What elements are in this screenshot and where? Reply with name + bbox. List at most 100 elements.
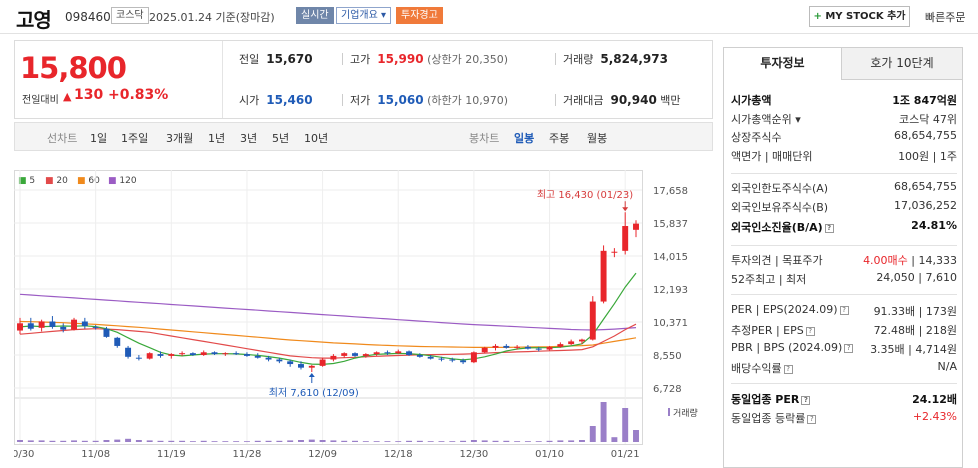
volume-label: 거래량 [673,407,698,419]
volume-bar [276,440,283,442]
candle-body [611,251,618,253]
help-icon[interactable]: ? [783,365,793,374]
stock-header: 고영 098460 코스닥 2025.01.24 기준(장마감) 실시간 기업개… [0,0,978,34]
realtime-button[interactable]: 실시간 [296,7,334,24]
volume-bar [265,440,272,442]
candle-body [189,353,196,355]
info-row: 상장주식수 68,654,755 [731,129,957,147]
legend-ma20-label: 20 [56,176,68,186]
candle-body [27,323,34,329]
candle-body [352,353,358,356]
period-1y[interactable]: 1년 [208,132,226,145]
moving-average-ma20 [19,323,637,359]
candle-body [362,354,369,356]
low-price: 저가 15,060 (하한가 10,970) [350,92,508,108]
candle-body [460,360,467,363]
volume-bar [243,441,250,442]
daily-candle-chart[interactable]: 17,658 15,837 14,015 12,193 10,371 8,550 6,728… [14,170,713,468]
period-1w[interactable]: 1주일 [121,132,149,145]
line-chart-label: 선차트 [47,132,78,145]
candle-body [557,344,564,347]
candle-daily[interactable]: 일봉 [514,132,535,145]
chart-frame [14,170,643,445]
help-icon[interactable]: ? [807,415,817,424]
x-tick-label: 11/28 [233,449,262,460]
volume-bar [470,440,477,442]
period-1d[interactable]: 1일 [90,132,108,145]
volume-bar [557,440,564,442]
trade-amount: 거래대금 90,940 백만 [563,92,681,108]
open-value: 15,460 [266,93,313,107]
info-row-value: 17,036,252 [894,199,957,212]
legend-ma5: ■ 5 [18,176,36,186]
chart-period-bar: 선차트 1일 1주일 3개월 1년 3년 5년 10년 봉차트 일봉 주봉 월봉 [14,122,713,151]
help-icon[interactable]: ? [805,327,815,336]
info-row-value: 코스닥 47위 [899,113,957,126]
info-row-value: 68,654,755 [894,180,957,193]
help-icon[interactable]: ? [824,224,834,233]
low-value: 15,060 [377,93,424,107]
help-icon[interactable]: ? [801,396,811,405]
tab-investment-info[interactable]: 투자정보 [723,47,842,80]
info-row-label: 액면가 | 매매단위 [731,150,813,163]
volume-bar [492,440,499,442]
volume-bar [49,440,56,442]
investment-info-panel: 투자정보 호가 10단계 시가총액 1조 847억원 시가총액순위 ▾ 코스닥 47위… [723,47,963,468]
volume-bar [352,440,358,442]
candle-body [568,341,575,345]
info-row-label: 52주최고 | 최저 [731,273,807,286]
candle-body [470,352,477,363]
info-row-label: PBR | BPS (2024.09)? [731,341,854,354]
info-row-label: 동일업종 PER? [731,391,811,407]
help-icon[interactable]: ? [839,306,849,315]
candle-body [427,356,434,359]
volume-bar [71,440,78,442]
candle-body [265,357,272,360]
y-tick-label: 17,658 [653,186,688,197]
volume-bar [125,438,132,442]
info-row-label: 투자의견 | 목표주가 [731,254,823,267]
candle-body [146,353,153,359]
x-tick-label: 12/30 [459,449,488,460]
info-row: 추정PER | EPS? 72.48배 | 218원 [731,322,957,340]
candle-body [211,352,218,355]
candle-body [49,321,56,327]
volume-bar [384,441,391,442]
info-row: 시가총액 1조 847억원 [731,92,957,110]
y-tick-label: 6,728 [653,384,682,395]
candle-body [384,352,391,354]
info-row-value: 1조 847억원 [892,94,957,107]
candle-weekly[interactable]: 주봉 [549,132,570,145]
period-3y[interactable]: 3년 [240,132,258,145]
candle-body [492,345,499,348]
candle-chart-label: 봉차트 [469,132,500,145]
period-5y[interactable]: 5년 [272,132,290,145]
period-3m[interactable]: 3개월 [166,132,194,145]
period-10y[interactable]: 10년 [304,132,329,145]
volume-bar [481,440,488,442]
open-label: 시가 [239,94,260,107]
volume-bar [503,440,510,442]
market-badge: 코스닥 [111,7,149,24]
help-icon[interactable]: ? [844,344,854,353]
candle-body [168,354,175,356]
candle-body [254,355,261,358]
add-my-stock-button[interactable]: + MY STOCK 추가 [809,6,910,27]
candle-monthly[interactable]: 월봉 [587,132,608,145]
volume-bar [427,441,434,442]
volume-bar [600,402,607,442]
tab-order-book[interactable]: 호가 10단계 [841,47,963,80]
info-row: 외국인한도주식수(A) 68,654,755 [731,180,957,198]
candle-body [81,321,88,327]
volume-bar [60,440,67,442]
candle-body [406,351,413,355]
up-triangle-icon: ▲ [63,90,72,103]
volume-bar [168,440,175,442]
quick-order-link[interactable]: 빠른주문 [925,11,966,24]
volume-legend-swatch [668,408,670,416]
amount-label: 거래대금 [563,94,604,107]
company-info-dropdown[interactable]: 기업개요 ▾ [336,7,391,24]
volume-bar [27,440,34,442]
volume-bar [298,440,304,442]
high-annotation: 최고 16,430 (01/23) [537,189,633,201]
